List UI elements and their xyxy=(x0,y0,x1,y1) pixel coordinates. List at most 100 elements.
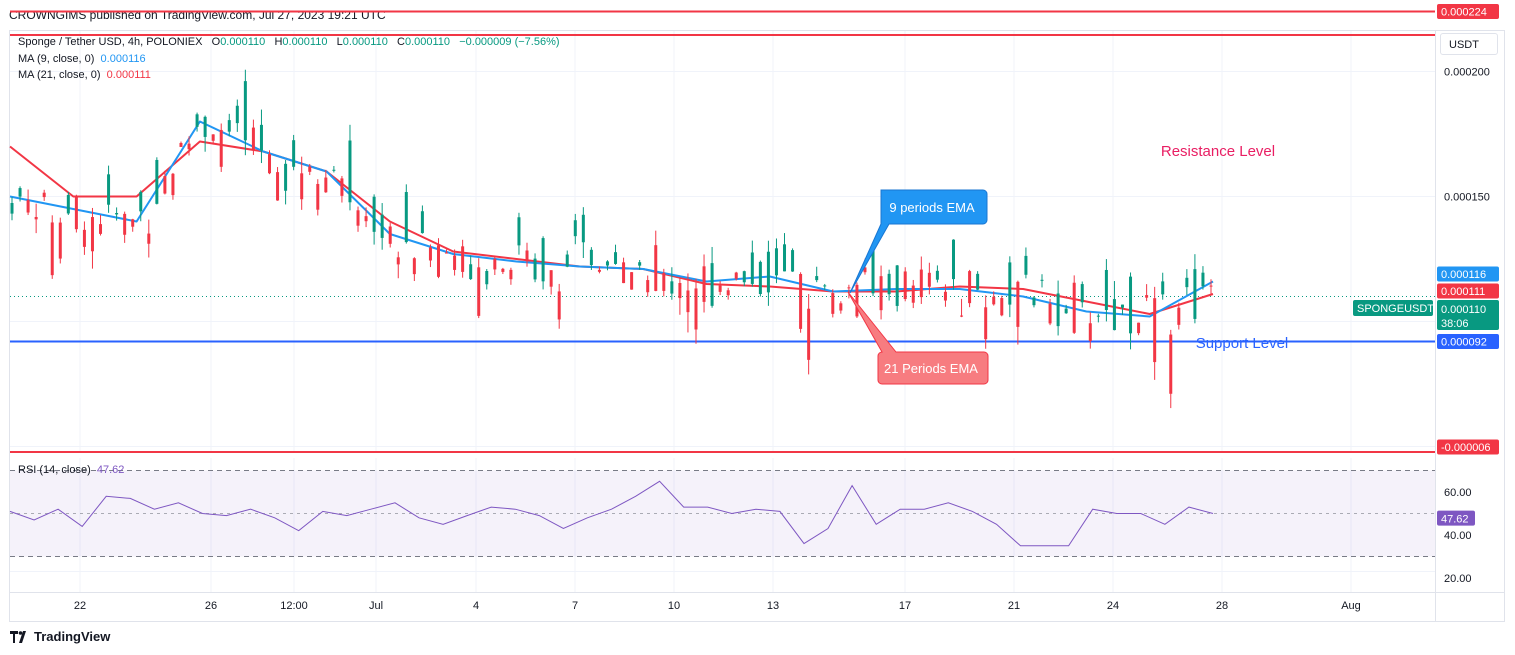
candle xyxy=(992,291,996,306)
candle xyxy=(919,256,923,304)
candle-body xyxy=(1040,279,1044,281)
candle-body xyxy=(348,140,352,203)
candle-body xyxy=(1185,277,1189,288)
candle-body xyxy=(268,154,272,174)
candle-body xyxy=(139,191,143,212)
candle-body xyxy=(646,280,650,293)
candle xyxy=(766,240,770,306)
bottom-line-price-tag: -0.000006 xyxy=(1437,439,1499,455)
candle xyxy=(525,242,529,267)
candle-body xyxy=(1137,322,1141,334)
candle-body xyxy=(662,272,666,291)
candle xyxy=(259,109,263,164)
candle-body xyxy=(1112,299,1116,331)
candle xyxy=(445,249,449,254)
candle-body xyxy=(614,252,618,264)
candle xyxy=(340,175,344,203)
candle xyxy=(710,246,714,308)
candle xyxy=(276,167,280,201)
ema21-callout-text: 21 Periods EMA xyxy=(884,361,978,376)
candle-body xyxy=(799,274,803,329)
candle-body xyxy=(203,116,207,137)
candle-body xyxy=(26,200,30,213)
candle xyxy=(300,156,304,210)
candle xyxy=(235,99,239,132)
candle xyxy=(428,244,432,268)
candle xyxy=(412,257,416,282)
candle-body xyxy=(82,229,86,247)
candle xyxy=(1080,281,1084,308)
candle-body xyxy=(960,315,964,317)
candle-body xyxy=(195,114,199,127)
candle xyxy=(58,217,62,264)
candle-body xyxy=(292,140,296,167)
resistance-price-tag-bg xyxy=(1437,4,1499,19)
candle xyxy=(887,269,891,301)
candle xyxy=(541,236,545,290)
resistance-price-tag-text: 0.000224 xyxy=(1441,7,1487,19)
candle xyxy=(1161,272,1165,300)
candle-body xyxy=(839,303,843,311)
candle xyxy=(324,169,328,193)
candle xyxy=(1016,280,1020,345)
candle-body xyxy=(509,269,513,280)
candle-body xyxy=(1209,285,1213,287)
candle-body xyxy=(823,285,827,287)
candle-body xyxy=(742,271,746,283)
candle-body xyxy=(1096,315,1100,317)
candle xyxy=(509,267,513,285)
candle-body xyxy=(284,163,288,191)
candle xyxy=(332,165,336,173)
candle-body xyxy=(919,269,923,298)
bottom-line-price-tag-text: -0.000006 xyxy=(1441,442,1491,454)
candle-body xyxy=(1064,308,1068,314)
candle-body xyxy=(943,291,947,301)
candle xyxy=(219,123,223,172)
legend-change: −0.000009 (−7.56%) xyxy=(459,36,560,48)
rsi-value-tag-bg xyxy=(1437,510,1475,526)
legend-ma21-value: 0.000111 xyxy=(106,69,151,81)
candle xyxy=(1024,247,1028,279)
candle-body xyxy=(34,216,38,220)
candle-body xyxy=(58,222,62,259)
candle xyxy=(1088,312,1092,349)
candle-body xyxy=(1145,295,1149,298)
candle-body xyxy=(445,252,449,254)
candle xyxy=(678,277,682,315)
candle-body xyxy=(211,134,215,141)
candle xyxy=(750,240,754,287)
ema21-callout: 21 Periods EMA xyxy=(847,291,989,385)
candle-body xyxy=(420,211,424,234)
candle-body xyxy=(1120,304,1124,308)
candle-body xyxy=(726,290,730,296)
tradingview-logo-icon xyxy=(10,630,30,643)
candle xyxy=(123,211,127,243)
candle-body xyxy=(356,210,360,226)
candle-body xyxy=(396,257,400,265)
rsi-value-tag: 47.62 xyxy=(1437,510,1475,526)
candle xyxy=(1209,279,1213,295)
candle-body xyxy=(477,267,481,316)
candle-body xyxy=(863,267,867,273)
candle-body xyxy=(783,244,787,272)
time-tick-label: 13 xyxy=(767,600,779,612)
candle-body xyxy=(879,276,883,311)
candle xyxy=(614,244,618,265)
candle-body xyxy=(179,142,183,147)
candle xyxy=(823,283,827,290)
candle xyxy=(943,284,947,307)
candle xyxy=(139,190,143,222)
candle-body xyxy=(887,273,891,295)
candle-body xyxy=(565,254,569,267)
ma9-price-tag: 0.000116 xyxy=(1437,266,1499,282)
currency-button[interactable]: USDT xyxy=(1440,33,1498,55)
candle xyxy=(211,134,215,145)
candle xyxy=(1008,256,1012,318)
candle-body xyxy=(404,192,408,243)
tradingview-footer[interactable]: TradingView xyxy=(10,629,110,644)
candle-body xyxy=(1104,269,1108,310)
candle-body xyxy=(388,226,392,244)
candle-body xyxy=(316,183,320,210)
candle xyxy=(115,207,119,221)
